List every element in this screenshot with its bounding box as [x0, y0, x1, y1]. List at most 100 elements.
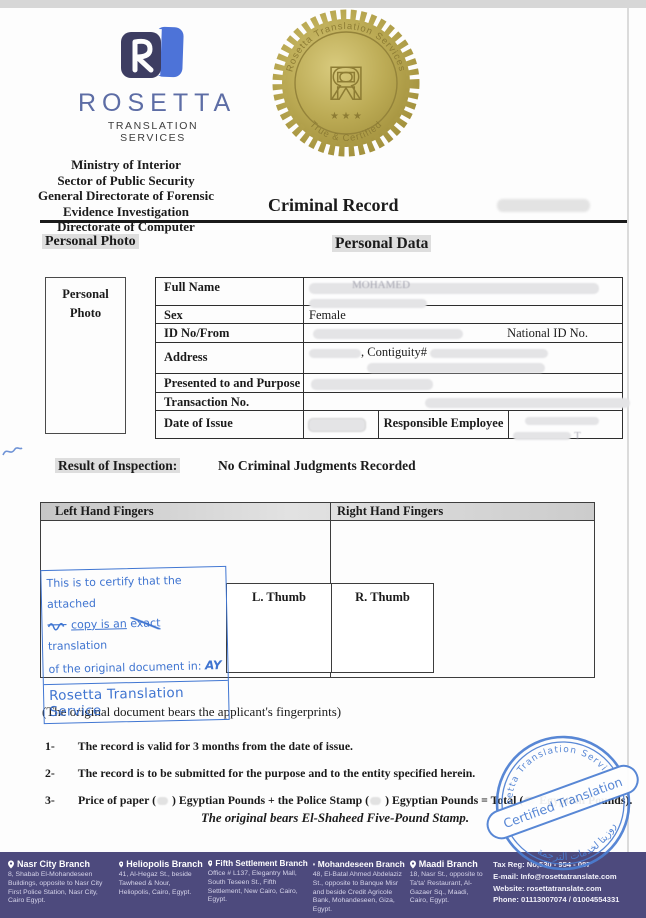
note-text: The record is to be submitted for the pu… — [77, 766, 476, 780]
redaction-blob — [157, 797, 169, 806]
redaction-blob — [497, 199, 590, 212]
fingerprint-table: Left Hand Fingers Right Hand Fingers L. … — [40, 502, 595, 678]
field-label: Responsible Employee — [379, 411, 509, 438]
email: E-mail: Info@rosettatranslate.com — [493, 871, 617, 881]
issuing-authority-block: Ministry of Interior Sector of Public Se… — [30, 157, 222, 235]
scan-edge-right — [627, 8, 629, 852]
redaction-blob — [370, 797, 382, 806]
pen-mark-icon — [2, 447, 23, 456]
table-row-full-name: Full Name MOHAMED — [156, 278, 622, 308]
ministry-line: Directorate of Computer — [57, 219, 195, 235]
note-item-1: 1- The record is valid for 3 months from… — [45, 739, 353, 754]
rosetta-logo-icon — [121, 26, 184, 78]
field-label: Sex — [156, 306, 304, 323]
table-row-sex: Sex Female — [156, 306, 622, 324]
branch-name: Maadi Branch — [418, 859, 478, 869]
cert-line1: This is to certify that the attached — [46, 573, 182, 611]
table-row-presented: Presented to and Purpose — [156, 374, 622, 393]
certified-translation-stamp-icon: Rosetta Translation Service روزيتا لخدما… — [486, 729, 639, 875]
right-thumb-cell: R. Thumb — [355, 590, 410, 604]
branch-column: Maadi Branch 18, Nasr St., opposite to T… — [409, 859, 488, 918]
branch-name: Nasr City Branch — [17, 859, 91, 869]
personal-photo-label: Personal Photo — [42, 234, 139, 249]
header-divider — [40, 220, 627, 223]
personal-data-heading: Personal Data — [332, 235, 432, 252]
location-pin-icon — [118, 861, 124, 867]
field-label: Date of Issue — [156, 411, 304, 438]
branch-column: Fifth Settlement Branch Office # L137, E… — [207, 859, 308, 918]
field-label: Address — [156, 343, 304, 373]
table-row-id: ID No/From National ID No. — [156, 324, 622, 343]
website: Website: rosettatranslate.com — [493, 883, 602, 893]
table-row-transaction: Transaction No. — [156, 393, 630, 411]
redacted-visible-fragment: MOHAMED — [352, 279, 411, 291]
personal-data-table: Full Name MOHAMED Sex Female ID No/From … — [155, 277, 630, 442]
field-value — [304, 411, 379, 438]
hand-scribble-icon — [47, 623, 67, 631]
fingerprint-header-row: Left Hand Fingers Right Hand Fingers — [41, 503, 594, 521]
field-value: National ID No. — [304, 324, 622, 342]
branch-address: 8, Shabab El-Mohandeseen Buildings, oppo… — [8, 871, 103, 905]
thumb-box: L. Thumb R. Thumb — [226, 583, 434, 673]
phone: Phone: 01113007074 / 01004554331 — [493, 895, 620, 905]
scan-edge-top — [0, 0, 646, 8]
note-number: 1- — [45, 739, 55, 753]
result-label: Result of Inspection: — [55, 458, 181, 473]
branch-address: 18, Nasr St., opposite to Ta'ta' Restaur… — [409, 871, 483, 905]
branch-column: Mohandeseen Branch 48, El-Batal Ahmed Ab… — [312, 859, 405, 918]
field-label: ID No/From — [156, 324, 304, 342]
five-pound-stamp-note: The original bears El-Shaheed Five-Pound… — [200, 811, 470, 825]
brand-name: ROSETTA — [78, 89, 237, 117]
ministry-line: Sector of Public Security — [57, 172, 195, 188]
field-value: T — [509, 411, 622, 442]
branch-column: Heliopolis Branch 41, Al-Hegaz St., besi… — [118, 859, 203, 918]
note-number: 2- — [45, 766, 55, 780]
field-label: Transaction No. — [156, 393, 304, 410]
redacted-visible-fragment: T — [574, 430, 581, 442]
right-hand-header: Right Hand Fingers — [337, 504, 444, 518]
ministry-line: General Directorate of Forensic — [37, 188, 215, 204]
branch-address: 41, Al-Hegaz St., beside Tawheed & Nour,… — [118, 871, 192, 896]
fingerprints-note: (The original document bears the applica… — [42, 704, 342, 719]
note-number: 3- — [45, 793, 55, 807]
national-id-label: National ID No. — [507, 326, 588, 340]
note-text: ) Egyptian Pounds + the Police Stamp ( — [171, 793, 370, 807]
field-value: , Contiguity# — [304, 343, 622, 374]
brand-tagline: TRANSLATION SERVICES — [107, 120, 199, 144]
field-value — [304, 393, 635, 410]
note-text: Price of paper ( — [77, 793, 157, 807]
certification-stamp: This is to certify that the attached cop… — [40, 565, 230, 725]
branch-column: Nasr City Branch 8, Shabab El-Mohandesee… — [8, 859, 114, 918]
document-title: Criminal Record — [268, 195, 399, 215]
note-text: ) Egyptian Pounds = Total ( — [385, 793, 524, 807]
branch-name: Fifth Settlement Branch — [215, 859, 308, 868]
photo-placeholder-box: Personal Photo — [45, 277, 126, 434]
left-hand-header: Left Hand Fingers — [41, 503, 331, 520]
field-value: MOHAMED — [304, 278, 622, 308]
cert-line2-struck: exact — [130, 616, 161, 630]
field-value: Female — [309, 308, 346, 322]
photo-box-label: Photo — [69, 305, 102, 320]
location-pin-icon — [8, 860, 14, 868]
redacted-visible-fragment: , Contiguity# — [361, 345, 427, 359]
cert-line3: of the original document in: — [48, 659, 202, 676]
branch-address: Office # L137, Elegantry Mall, South Tes… — [207, 870, 298, 904]
seal-monogram: R — [328, 57, 361, 109]
seal-monogram-mirror: R — [331, 57, 364, 109]
table-row-address: Address , Contiguity# — [156, 343, 622, 374]
left-thumb-cell: L. Thumb — [227, 584, 332, 672]
seal-stars: ★ ★ ★ — [330, 111, 362, 122]
branch-address: 48, El-Batal Ahmed Abdelaziz St., opposi… — [312, 871, 402, 914]
location-pin-icon — [312, 862, 315, 866]
cert-line2-rest: translation — [47, 638, 108, 653]
gold-seal-icon: Rosetta Translation Services True & Cert… — [272, 9, 420, 157]
field-label: Full Name — [156, 278, 304, 305]
field-label: Presented to and Purpose — [156, 374, 304, 392]
branch-name: Mohandeseen Branch — [317, 859, 405, 869]
brand-block: ROSETTA TRANSLATION SERVICES — [78, 26, 237, 144]
branch-name: Heliopolis Branch — [126, 859, 203, 869]
ministry-line: Evidence Investigation — [62, 203, 190, 219]
cert-line2-underlined: copy is an — [70, 616, 127, 632]
location-pin-icon — [409, 860, 416, 868]
